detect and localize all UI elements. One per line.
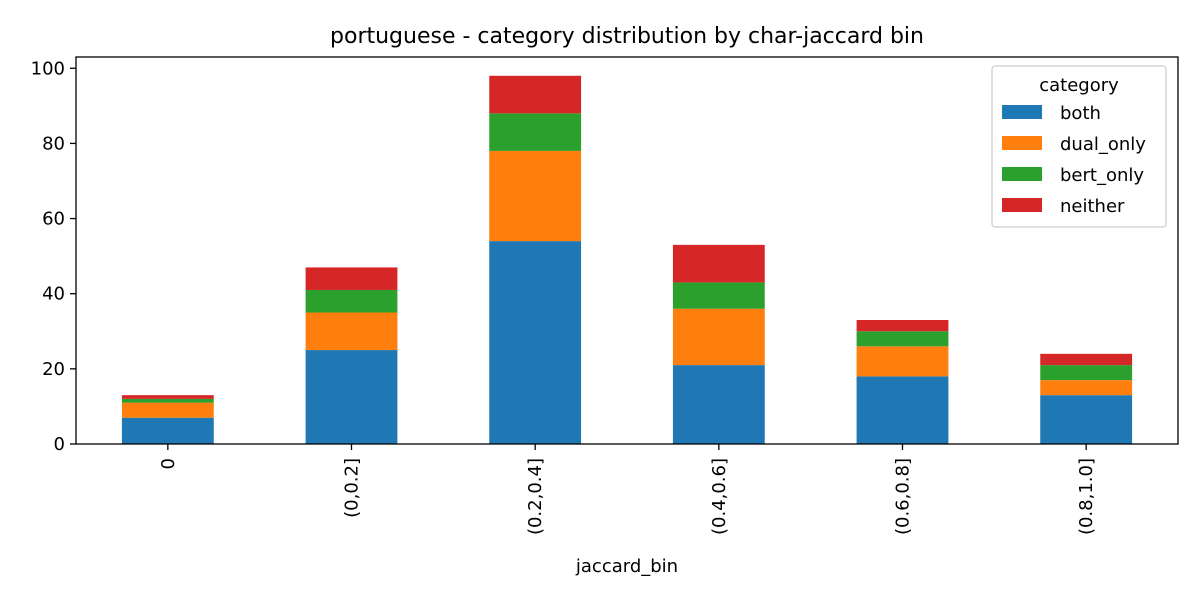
- bar-bert_only: [305, 289, 398, 313]
- x-tick-label: (0.2,0.4]: [525, 458, 546, 535]
- x-tick-label: (0.8,1.0]: [1076, 458, 1097, 535]
- y-tick-label: 20: [42, 359, 65, 380]
- x-tick-label: (0,0.2]: [342, 458, 363, 518]
- bar-bert_only: [672, 282, 765, 309]
- bar-both: [489, 241, 582, 444]
- bars-layer: [121, 75, 1133, 444]
- bar-neither: [1040, 353, 1133, 366]
- x-axis-label: jaccard_bin: [575, 556, 678, 577]
- chart-title: portuguese - category distribution by ch…: [330, 24, 924, 49]
- bar-bert_only: [489, 113, 582, 151]
- y-tick-label: 0: [54, 434, 65, 455]
- bar-bert_only: [121, 398, 214, 403]
- x-tick-label: (0.4,0.6]: [709, 458, 730, 535]
- bar-both: [121, 417, 214, 444]
- bar-dual_only: [1040, 380, 1133, 396]
- legend-swatch-dual_only: [1002, 136, 1042, 150]
- bar-both: [305, 350, 398, 444]
- y-tick-label: 40: [42, 284, 65, 305]
- legend-label-dual_only: dual_only: [1060, 134, 1146, 155]
- legend-title: category: [1039, 75, 1119, 96]
- x-tick-label: (0.6,0.8]: [893, 458, 914, 535]
- legend-swatch-neither: [1002, 198, 1042, 212]
- x-tick-label: 0: [158, 458, 179, 469]
- axes-layer: 0 20 40 60 80 100 0 (0,0.2] (0.2,0.4] (0.4,0.6] (0…: [31, 56, 1179, 535]
- bar-dual_only: [489, 150, 582, 242]
- bar-both: [1040, 395, 1133, 444]
- plot-frame: [75, 56, 1179, 445]
- bar-both: [672, 365, 765, 444]
- legend-label-neither: neither: [1060, 196, 1125, 217]
- bar-neither: [305, 267, 398, 290]
- bar-bert_only: [1040, 365, 1133, 381]
- y-tick-label: 100: [31, 58, 65, 79]
- legend-swatch-bert_only: [1002, 167, 1042, 181]
- bar-neither: [489, 75, 582, 114]
- y-tick-label: 80: [42, 133, 65, 154]
- bar-both: [856, 376, 949, 444]
- y-tick-label: 60: [42, 209, 65, 230]
- bar-dual_only: [305, 312, 398, 351]
- bar-neither: [856, 320, 949, 332]
- bar-dual_only: [121, 402, 214, 418]
- bar-neither: [121, 395, 214, 399]
- bar-dual_only: [672, 308, 765, 366]
- bar-bert_only: [856, 331, 949, 347]
- legend-label-bert_only: bert_only: [1060, 165, 1144, 186]
- legend-swatch-both: [1002, 105, 1042, 119]
- legend-label-both: both: [1060, 103, 1101, 124]
- bar-dual_only: [856, 346, 949, 377]
- bar-neither: [672, 244, 765, 283]
